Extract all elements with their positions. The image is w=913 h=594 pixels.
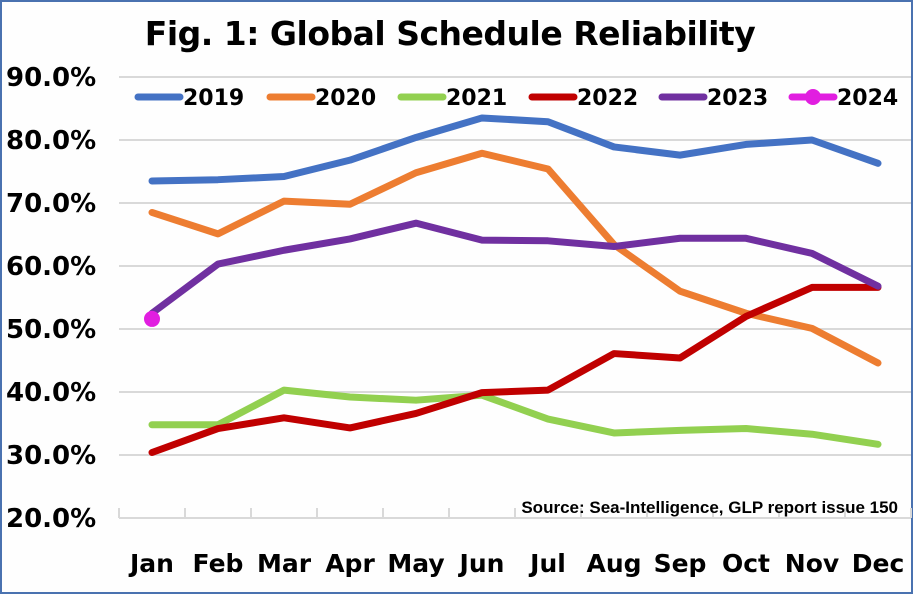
x-tick-label: Sep [654,549,707,578]
y-tick-label: 90.0% [6,63,96,93]
legend-item-2024: 2024 [788,86,898,111]
y-tick-label: 60.0% [6,252,96,282]
x-tick-label: Jan [128,549,174,578]
legend-label: 2024 [837,86,898,111]
chart-title: Fig. 1: Global Schedule Reliability [145,14,755,53]
legend-item-2019: 2019 [134,86,244,111]
y-tick-label: 50.0% [6,315,96,345]
x-tick-label: Mar [257,549,312,578]
series-lines [144,114,882,456]
legend-label: 2022 [577,86,638,111]
y-tick-label: 30.0% [6,441,96,471]
legend-item-2023: 2023 [658,86,768,111]
legend-item-2022: 2022 [528,86,638,111]
legend-label: 2020 [315,86,376,111]
y-tick-label: 70.0% [6,189,96,219]
source-annotation: Source: Sea-Intelligence, GLP report iss… [521,498,898,517]
legend-label: 2021 [446,86,507,111]
series-line-2020 [148,149,882,367]
series-line-2019 [148,114,882,185]
y-tick-label: 20.0% [6,504,96,534]
x-tick-label: Oct [722,549,770,578]
x-tick-label: May [387,549,444,578]
x-axis-ticks: Jan Feb Mar Apr May Jun Jul Aug Sep Oct Nov Dec [128,549,904,578]
x-tick-label: Jul [528,549,566,578]
series-line-2022 [148,283,882,456]
x-tick-label: Aug [586,549,641,578]
legend-label: 2019 [183,86,244,111]
x-tick-label: Dec [852,549,905,578]
series-line-2023 [148,219,882,317]
legend-marker [805,89,821,105]
y-axis-ticks: 90.0% 80.0% 70.0% 60.0% 50.0% 40.0% 30.0% 20.0% [6,63,96,534]
x-tick-label: Jun [458,549,505,578]
legend: 2019 2020 2021 2022 2023 2024 [134,86,898,111]
series-line-2021 [148,386,882,448]
y-tick-label: 80.0% [6,126,96,156]
x-tick-label: Nov [785,549,839,578]
x-tick-label: Apr [325,549,375,578]
legend-item-2020: 2020 [266,86,376,111]
y-tick-label: 40.0% [6,378,96,408]
data-point-2024 [144,310,160,327]
legend-label: 2023 [707,86,768,111]
legend-item-2021: 2021 [397,86,507,111]
x-tick-label: Feb [193,549,244,578]
